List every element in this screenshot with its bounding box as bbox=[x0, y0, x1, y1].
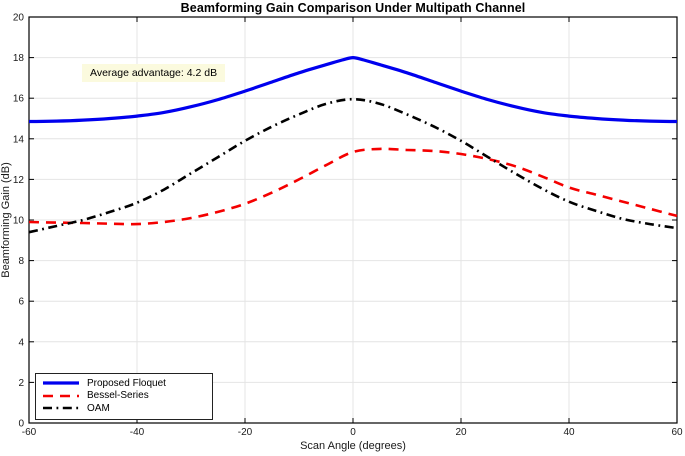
x-axis-label: Scan Angle (degrees) bbox=[300, 440, 406, 452]
x-tick-label: 0 bbox=[350, 427, 356, 438]
y-tick-label: 16 bbox=[13, 94, 25, 105]
chart-title: Beamforming Gain Comparison Under Multip… bbox=[180, 1, 526, 15]
y-tick-label: 10 bbox=[13, 216, 25, 227]
legend-label: Proposed Floquet bbox=[87, 377, 166, 389]
x-tick-label: 20 bbox=[455, 427, 467, 438]
series-line-proposed-floquet bbox=[28, 56, 678, 124]
y-tick-label: 12 bbox=[13, 175, 25, 186]
series-line-bessel-series bbox=[28, 147, 678, 226]
y-tick-label: 14 bbox=[13, 134, 25, 145]
legend-line-sample-icon bbox=[43, 394, 79, 398]
x-tick-label: -60 bbox=[22, 427, 37, 438]
y-tick-label: 6 bbox=[18, 297, 24, 308]
legend: Proposed Floquet Bessel-Series OAM bbox=[35, 373, 213, 420]
x-tick-label: -40 bbox=[130, 427, 145, 438]
legend-label: OAM bbox=[87, 402, 110, 414]
y-tick-label: 8 bbox=[18, 256, 24, 267]
legend-item: Bessel-Series bbox=[42, 390, 206, 403]
annotation-box: Average advantage: 4.2 dB bbox=[82, 64, 226, 82]
plot-border bbox=[28, 16, 678, 424]
y-tick-label: 20 bbox=[13, 13, 25, 24]
y-tick-label: 2 bbox=[18, 378, 24, 389]
y-tick-label: 18 bbox=[13, 53, 25, 64]
legend-line-sample-icon bbox=[43, 381, 79, 385]
x-tick-label: -20 bbox=[238, 427, 253, 438]
y-axis-label: Beamforming Gain (dB) bbox=[0, 162, 12, 278]
x-tick-label: 60 bbox=[671, 427, 683, 438]
legend-item: OAM bbox=[42, 402, 206, 415]
y-tick-label: 0 bbox=[18, 419, 24, 430]
legend-label: Bessel-Series bbox=[87, 390, 149, 402]
legend-item: Proposed Floquet bbox=[42, 377, 206, 390]
y-tick-label: 4 bbox=[18, 337, 24, 348]
x-tick-label: 40 bbox=[563, 427, 575, 438]
legend-line-sample-icon bbox=[43, 406, 79, 410]
